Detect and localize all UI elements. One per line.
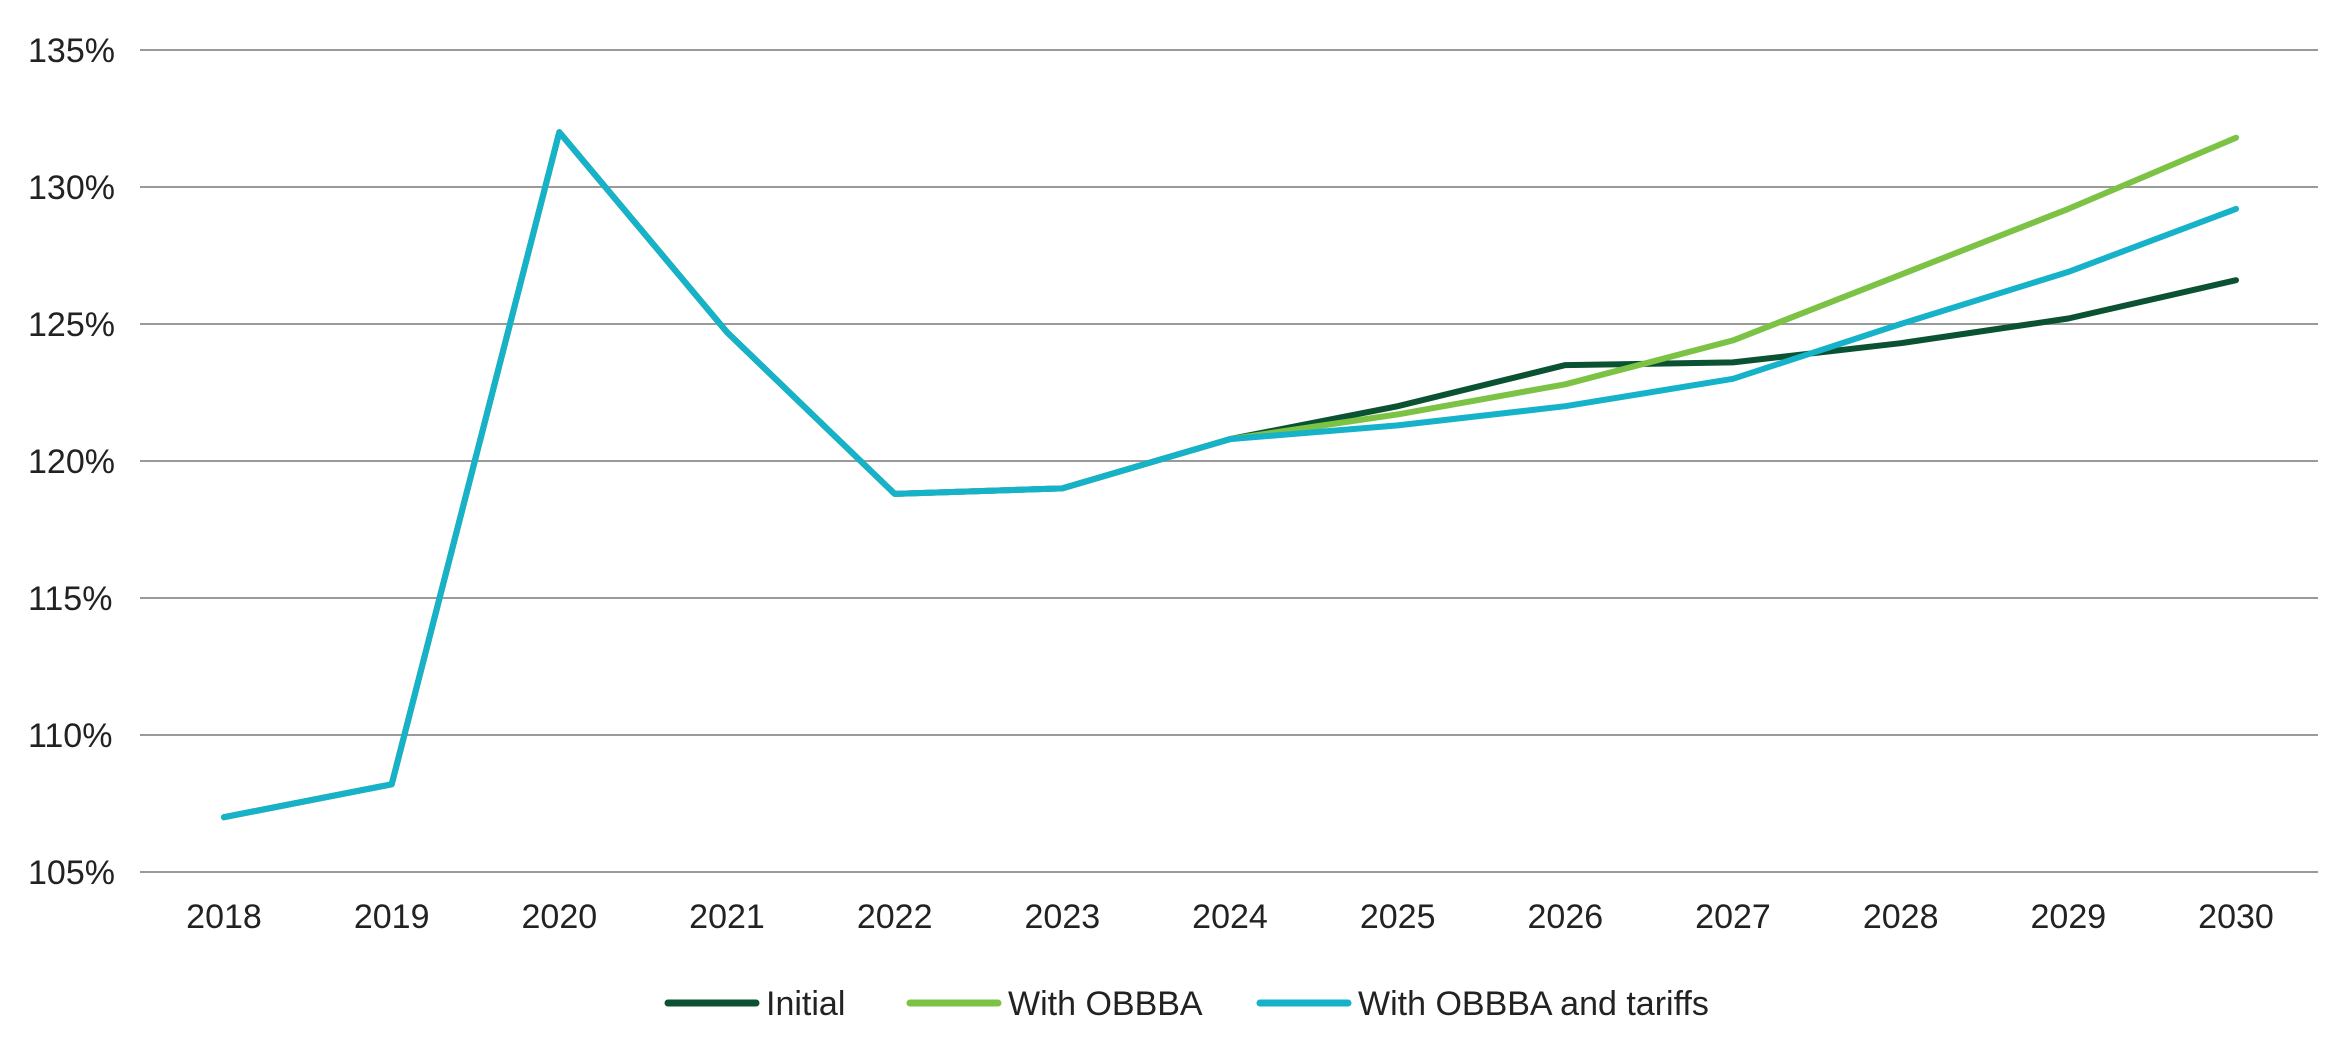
x-tick-label: 2026 [1528,898,1604,936]
gridlines [140,49,2318,873]
x-tick-label: 2028 [1863,898,1939,936]
y-tick-label: 135% [28,32,115,70]
x-tick-label: 2022 [857,898,933,936]
x-axis-tick-labels: 2018 2019 2020 2021 2022 2023 2024 2025 2026 2027… [186,898,2274,936]
series-line-with-obbba [221,129,2239,821]
y-axis-tick-labels: 105% 110% 115% 120% 125% 130% 135% [28,32,115,892]
x-tick-label: 2024 [1192,898,1268,936]
x-tick-label: 2018 [186,898,262,936]
y-tick-label: 125% [28,306,115,344]
legend-label: Initial [766,985,845,1023]
x-tick-label: 2020 [522,898,598,936]
y-tick-label: 115% [28,580,112,618]
series-lines [221,129,2239,821]
legend: Initial With OBBBA With OBBBA and tariffs [664,985,1709,1023]
x-tick-label: 2027 [1695,898,1771,936]
x-tick-label: 2029 [2031,898,2107,936]
x-tick-label: 2030 [2198,898,2274,936]
x-tick-label: 2019 [354,898,430,936]
series-line-initial [221,129,2239,821]
legend-label: With OBBBA [1008,985,1203,1023]
legend-label: With OBBBA and tariffs [1358,985,1709,1023]
y-tick-label: 120% [28,443,115,481]
y-tick-label: 130% [28,169,115,207]
x-tick-label: 2021 [689,898,765,936]
x-tick-label: 2025 [1360,898,1436,936]
series-line-with-obbba-and-tariffs [221,129,2239,821]
x-tick-label: 2023 [1025,898,1101,936]
y-tick-label: 105% [28,854,115,892]
y-tick-label: 110% [28,717,112,755]
